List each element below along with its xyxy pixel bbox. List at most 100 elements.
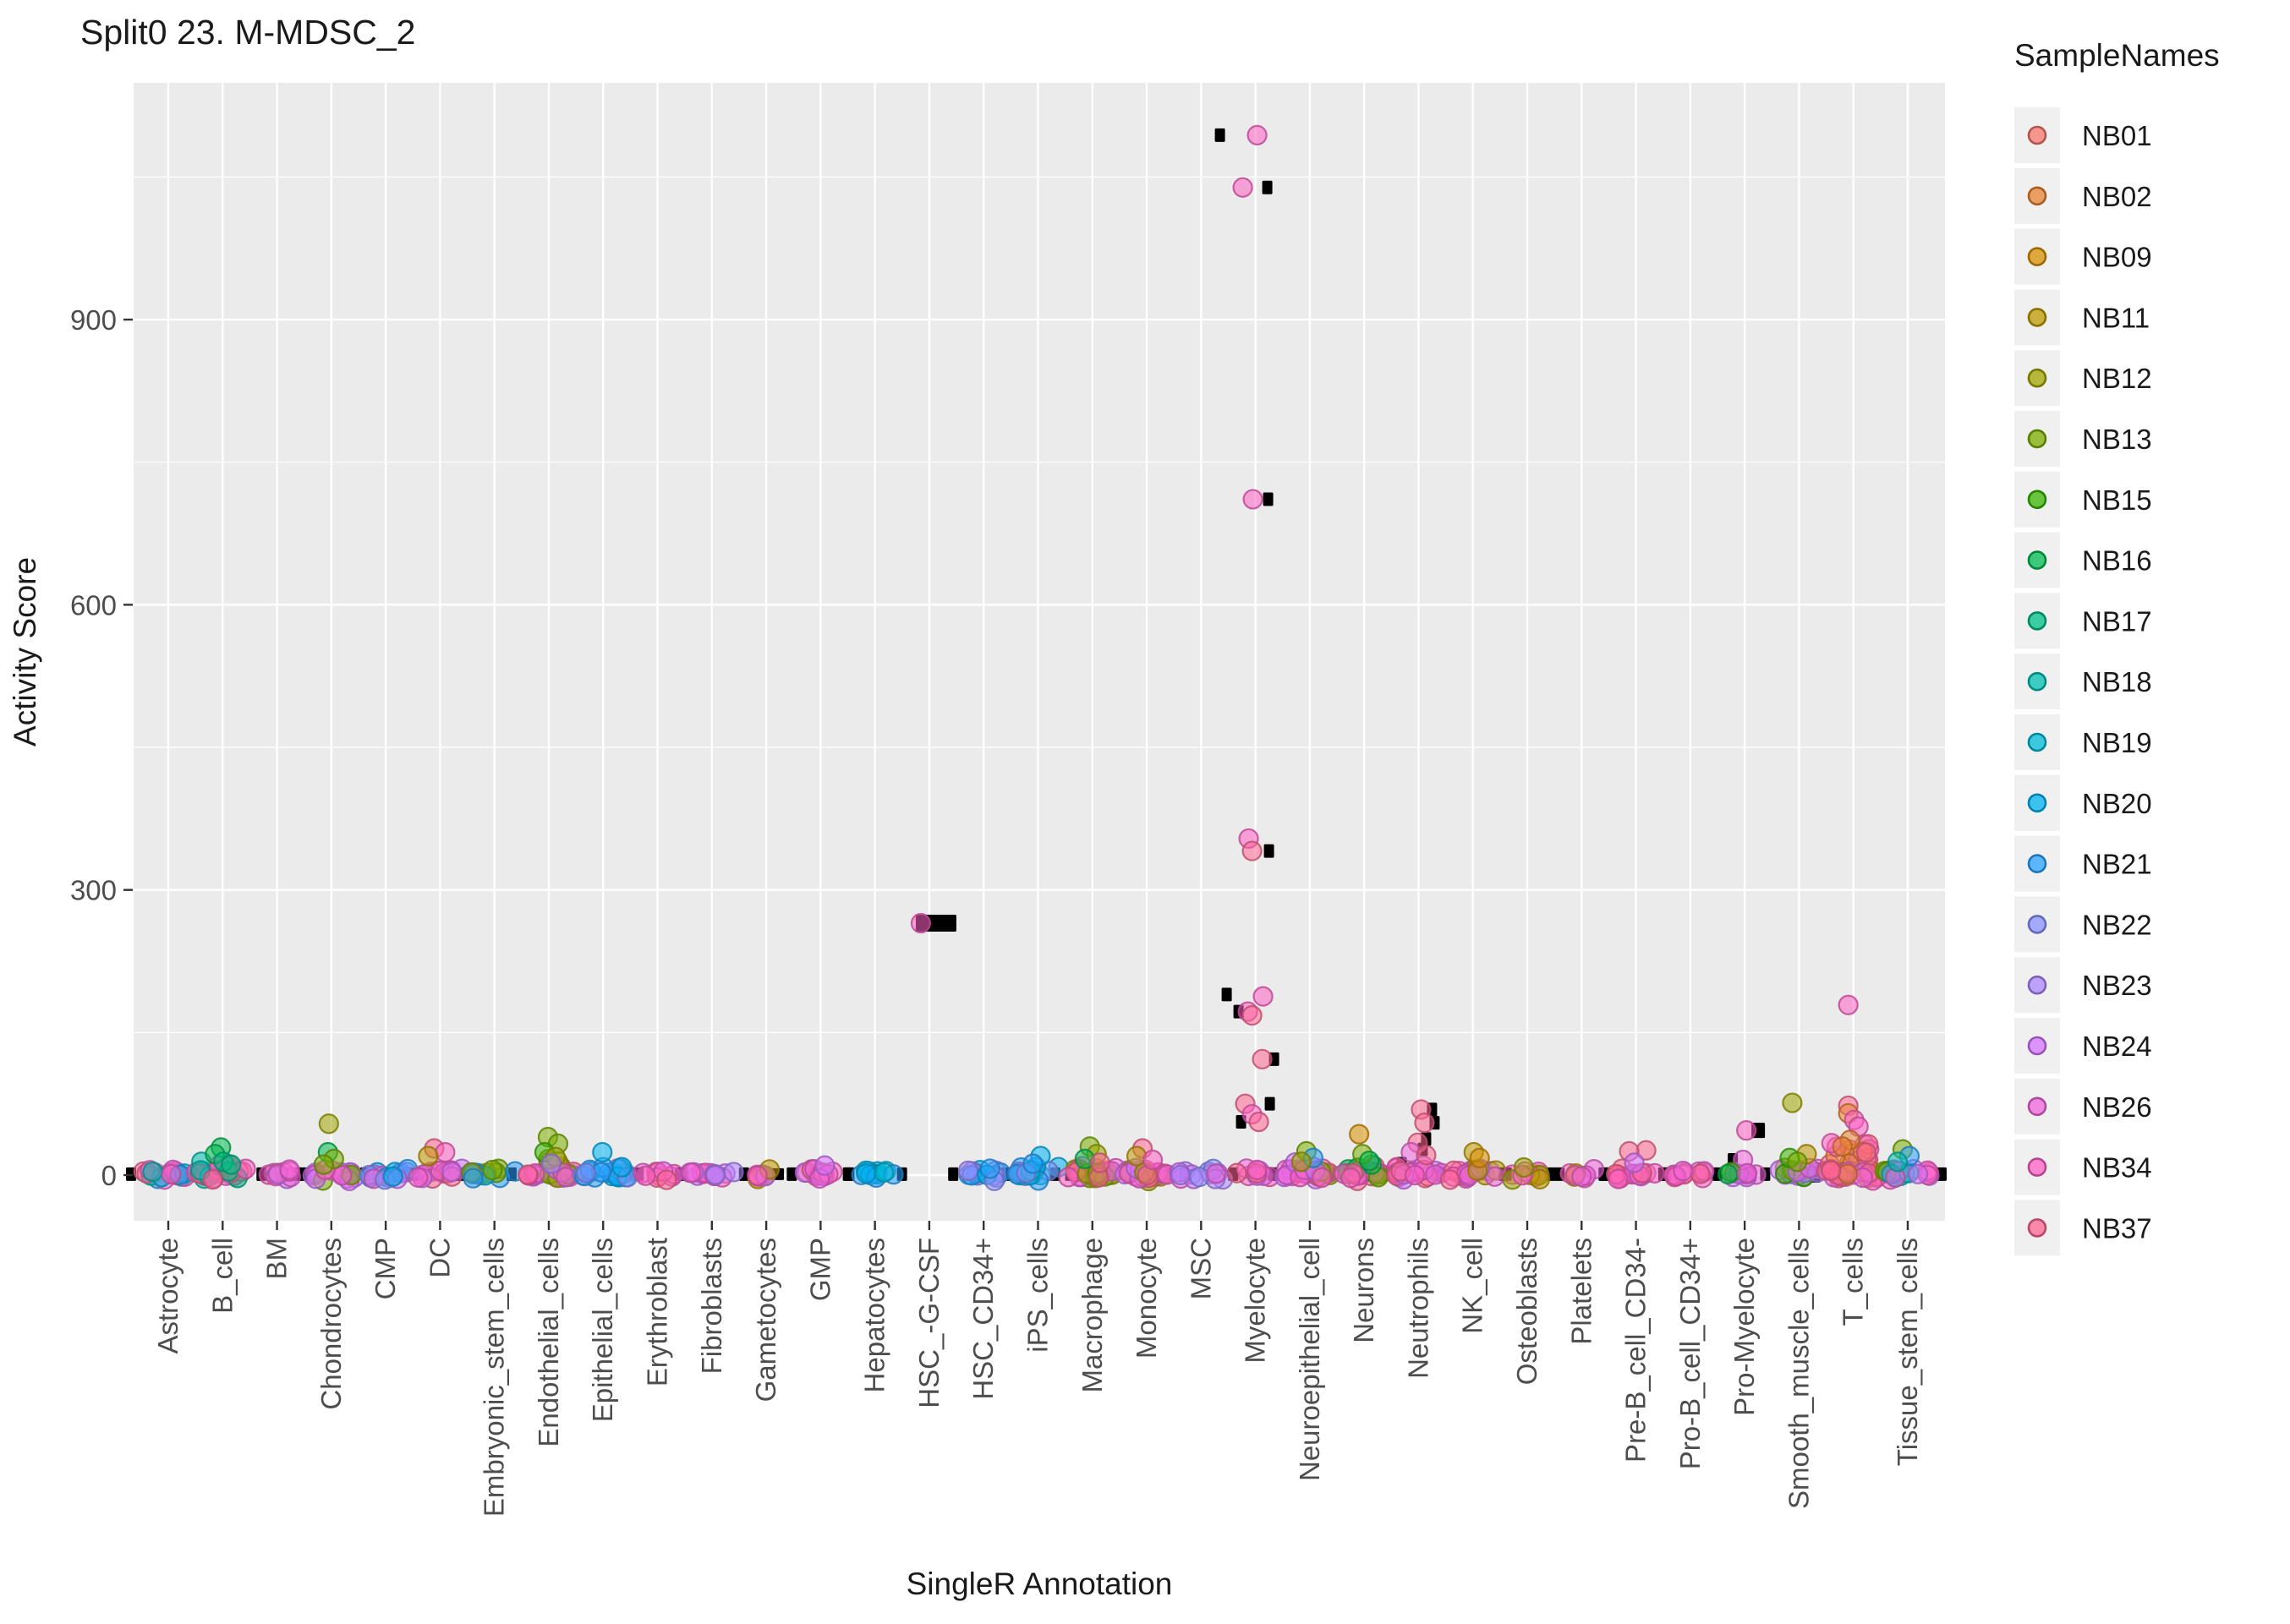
outlier-point	[910, 912, 932, 934]
x-tick-label: Osteoblasts	[1511, 1238, 1542, 1385]
cluster-point	[1189, 1167, 1210, 1188]
x-tick-label: Myelocyte	[1240, 1238, 1271, 1364]
legend-label: NB18	[2082, 666, 2152, 697]
y-tick-label: 900	[70, 304, 117, 336]
legend-swatch-circle	[2027, 975, 2047, 995]
cluster-point	[1608, 1168, 1629, 1189]
cluster-point	[556, 1167, 577, 1188]
legend-entry: NB22	[2014, 896, 2152, 953]
outlier-point	[1252, 1048, 1273, 1069]
x-tick-label: B_cell	[206, 1238, 238, 1314]
legend-entry: NB13	[2014, 411, 2152, 467]
x-axis-title: SingleR Annotation	[907, 1567, 1173, 1601]
legend-swatch-circle	[2027, 550, 2047, 570]
x-tick-label: DC	[424, 1238, 455, 1278]
plot-panel	[134, 83, 1945, 1221]
legend-title: SampleNames	[2014, 38, 2220, 73]
legend-entry: NB16	[2014, 532, 2152, 588]
x-tick-label: Chondrocytes	[315, 1238, 347, 1410]
outlier-point	[313, 1154, 334, 1175]
y-axis-title: Activity Score	[8, 557, 42, 746]
y-tick-label: 0	[101, 1160, 117, 1191]
cluster-point	[1529, 1168, 1551, 1190]
legend-entry: NB01	[2014, 107, 2152, 163]
legend-entry: NB20	[2014, 774, 2152, 831]
legend-swatch-circle	[2027, 125, 2047, 145]
cluster-point	[1855, 1142, 1876, 1163]
gridline-layer	[134, 83, 1945, 1221]
legend-swatch-circle	[2027, 1096, 2047, 1117]
legend-label: NB24	[2082, 1031, 2152, 1062]
legend-entry: NB37	[2014, 1200, 2152, 1256]
outlier-point	[1782, 1092, 1803, 1113]
legend-label: NB09	[2082, 242, 2152, 273]
outlier-point	[1887, 1151, 1909, 1173]
x-tick-label: T_cells	[1838, 1238, 1869, 1326]
outlier-point	[1290, 1151, 1312, 1173]
cluster-point	[1226, 1162, 1247, 1184]
outlier-point	[1246, 124, 1268, 146]
outlier-point	[1469, 1147, 1490, 1168]
cluster-point	[441, 1162, 463, 1183]
axis-layer: 0 300 600 900 Astrocyte B_cell BM Chondrocytes C…	[70, 304, 1923, 1517]
outlier-point	[1232, 177, 1253, 198]
outlier-point	[221, 1154, 242, 1175]
outlier-point	[592, 1141, 613, 1163]
cluster-point	[979, 1158, 1000, 1179]
cluster-point	[957, 1160, 979, 1181]
outlier-point	[1787, 1151, 1808, 1173]
cluster-point	[161, 1163, 182, 1185]
cluster-point	[142, 1161, 163, 1183]
cluster-point	[1907, 1163, 1929, 1184]
x-tick-label: NK_cell	[1457, 1238, 1488, 1334]
x-tick-label: Erythroblast	[642, 1238, 673, 1386]
x-tick-label: Platelets	[1565, 1238, 1597, 1345]
boxplot-mark	[948, 1167, 959, 1181]
outlier-point	[1241, 840, 1263, 861]
cluster-point	[1312, 1167, 1333, 1189]
cluster-point	[856, 1162, 877, 1184]
outlier-point	[1624, 1152, 1645, 1173]
legend-swatch-circle	[2027, 1157, 2047, 1177]
x-tick-label: Hepatocytes	[859, 1238, 890, 1392]
cluster-point	[518, 1164, 539, 1185]
legend-entry: NB21	[2014, 835, 2152, 892]
legend-swatch-circle	[2027, 1036, 2047, 1056]
legend-entry: NB12	[2014, 350, 2152, 407]
y-tick-label: 300	[70, 875, 117, 906]
legend-label: NB01	[2082, 120, 2152, 151]
outlier-point	[1089, 1152, 1110, 1173]
boxplot-mark	[1262, 180, 1273, 194]
cluster-point	[575, 1162, 596, 1184]
cluster-point	[1404, 1164, 1426, 1186]
legend-entry: NB18	[2014, 653, 2152, 710]
cluster-point	[1821, 1160, 1842, 1182]
legend-entry: NB26	[2014, 1078, 2152, 1135]
x-tick-label: Endothelial_cells	[533, 1238, 564, 1447]
x-tick-label: Gametocytes	[750, 1238, 781, 1402]
legend-swatch-circle	[2027, 368, 2047, 388]
x-tick-label: CMP	[370, 1238, 401, 1299]
outlier-point	[1414, 1113, 1435, 1134]
boxplot-mark	[1214, 128, 1225, 142]
legend-entry: NB34	[2014, 1139, 2152, 1195]
legend-swatch-circle	[2027, 793, 2047, 813]
legend-label: NB19	[2082, 727, 2152, 758]
legend-entry: NB19	[2014, 714, 2152, 770]
outlier-point	[418, 1146, 439, 1167]
legend-swatch-circle	[2027, 308, 2047, 327]
cluster-point	[408, 1167, 429, 1188]
plot-title: Split0 23. M-MDSC_2	[80, 13, 415, 52]
boxplot-mark	[1263, 492, 1274, 506]
x-tick-label: Pro-Myelocyte	[1728, 1238, 1760, 1416]
legend-label: NB13	[2082, 424, 2152, 455]
cluster-point	[1340, 1167, 1361, 1189]
cluster-point	[1170, 1164, 1191, 1185]
outlier-point	[1736, 1120, 1757, 1141]
legend-swatch-circle	[2027, 489, 2047, 510]
outlier-point	[1737, 1162, 1758, 1184]
cluster-point	[1837, 1163, 1859, 1184]
legend-label: NB16	[2082, 545, 2152, 577]
